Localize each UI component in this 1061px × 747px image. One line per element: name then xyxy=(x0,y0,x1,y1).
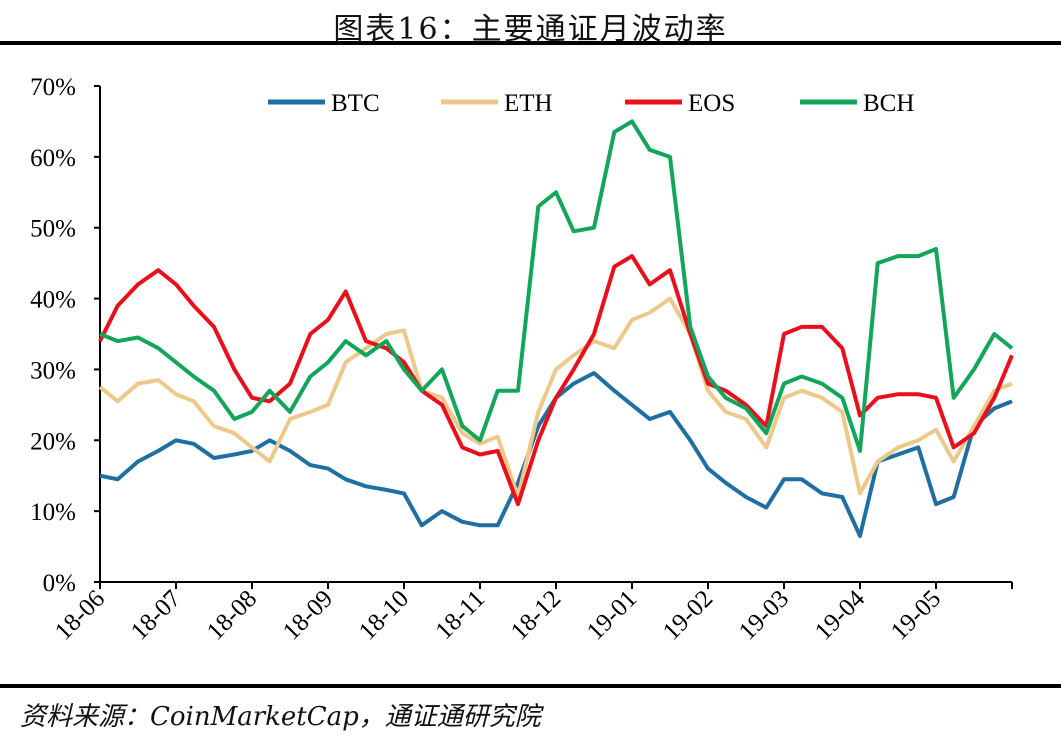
legend-label: BCH xyxy=(863,90,914,117)
series-line-bch xyxy=(99,119,1014,453)
x-tick-label: 18-09 xyxy=(278,585,338,645)
y-tick-label: 70% xyxy=(30,74,76,101)
volatility-line-chart: 0%10%20%30%40%50%60%70% 18-06 18-07 18-08 1… xyxy=(30,74,1014,646)
x-tick-label: 19-01 xyxy=(582,585,642,645)
legend-item-eos: EOS xyxy=(625,90,735,117)
legend-item-btc: BTC xyxy=(268,90,380,117)
series-lines xyxy=(98,119,1014,538)
x-tick-label: 19-02 xyxy=(658,585,718,645)
source-note: 资料来源：CoinMarketCap，通证通研究院 xyxy=(20,702,541,732)
series-line-eth xyxy=(98,296,1013,499)
x-tick-label: 19-04 xyxy=(810,585,871,646)
x-axis-ticks: 18-06 18-07 18-08 18-09 18-10 18-11 18-12 19-01… xyxy=(50,582,1013,646)
y-tick-label: 50% xyxy=(30,216,76,243)
x-tick-label: 18-07 xyxy=(126,585,186,645)
x-tick-label: 18-11 xyxy=(431,585,491,645)
y-axis-ticks: 0% 10% 20% 30% 40% 50% 60% 70% xyxy=(30,74,100,597)
title-divider xyxy=(0,41,1061,45)
y-tick-label: 60% xyxy=(30,145,76,172)
x-tick-label: 18-08 xyxy=(202,585,262,645)
y-tick-label: 30% xyxy=(30,357,76,384)
legend-label: BTC xyxy=(331,90,380,117)
y-tick-label: 10% xyxy=(30,499,76,526)
x-tick-label: 18-12 xyxy=(506,585,566,645)
legend-item-bch: BCH xyxy=(800,90,914,117)
legend: BTC ETH EOS BCH xyxy=(268,90,914,117)
x-tick-label: 19-05 xyxy=(886,585,946,645)
legend-label: ETH xyxy=(504,90,553,117)
x-tick-label: 19-03 xyxy=(734,585,794,645)
series-line-eos xyxy=(98,254,1014,507)
legend-item-eth: ETH xyxy=(441,90,553,117)
x-tick-label: 18-10 xyxy=(354,585,414,645)
source-divider xyxy=(0,684,1061,688)
y-tick-label: 20% xyxy=(30,428,76,455)
axes xyxy=(99,86,1012,583)
legend-label: EOS xyxy=(688,90,735,117)
y-tick-label: 40% xyxy=(30,287,76,314)
y-tick-label: 0% xyxy=(43,570,76,597)
